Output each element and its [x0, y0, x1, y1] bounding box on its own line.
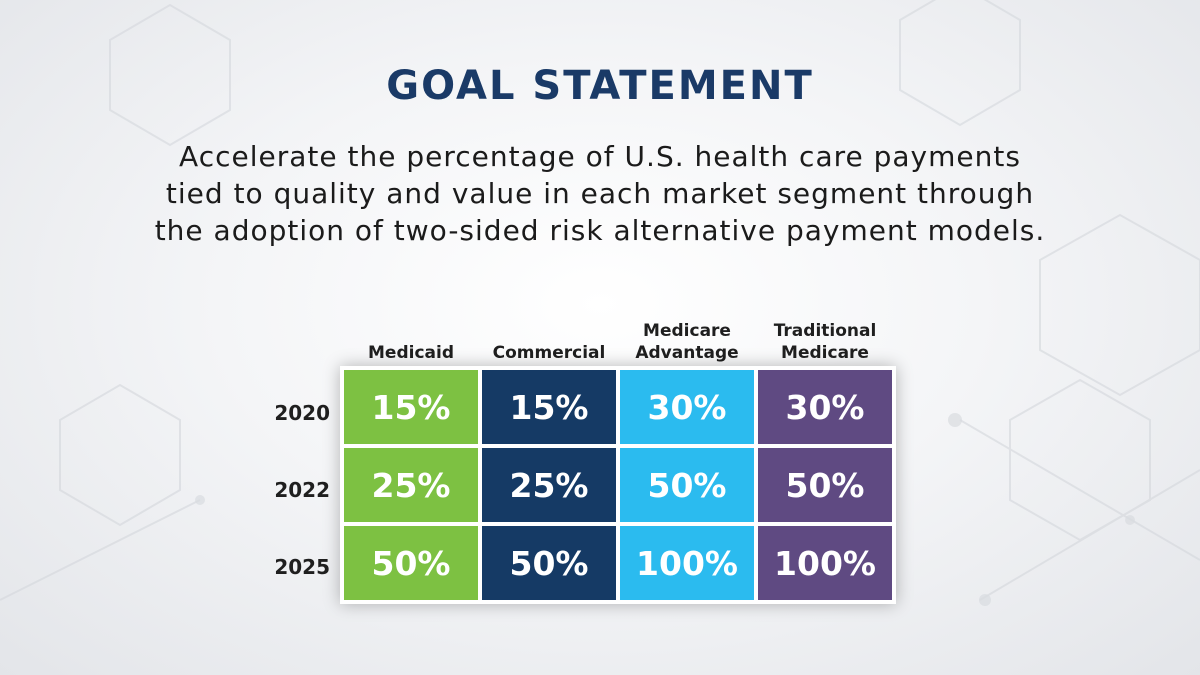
grid-cell-commercial: 15%	[482, 370, 616, 444]
grid-cell-medicare-advantage: 30%	[620, 370, 754, 444]
row-label-year: 2020	[274, 401, 330, 425]
grid-cell-traditional-medicare: 50%	[758, 448, 892, 522]
page-title: GOAL STATEMENT	[386, 63, 814, 109]
row-label-year: 2025	[274, 555, 330, 579]
column-header-traditional-medicare: Traditional Medicare	[755, 320, 895, 364]
column-header-line1: Traditional	[773, 321, 877, 341]
grid-cell-medicaid: 15%	[344, 370, 478, 444]
column-header-line2: Commercial	[492, 343, 606, 363]
column-header-line1	[341, 320, 481, 342]
grid-cell-medicaid: 25%	[344, 448, 478, 522]
column-header-line2: Medicare	[781, 343, 869, 363]
goal-statement-text: Accelerate the percentage of U.S. health…	[154, 140, 1046, 247]
column-header-medicaid: Medicaid	[341, 320, 481, 364]
payment-goals-grid: 15% 15% 30% 30% 25% 25% 50% 50% 50% 50% …	[340, 366, 896, 604]
grid-cell-commercial: 25%	[482, 448, 616, 522]
column-header-line2: Medicaid	[368, 343, 454, 363]
grid-cell-commercial: 50%	[482, 526, 616, 600]
grid-cell-medicare-advantage: 50%	[620, 448, 754, 522]
column-header-medicare-advantage: Medicare Advantage	[617, 320, 757, 364]
column-header-line1: Medicare	[643, 321, 731, 341]
column-header-commercial: Commercial	[479, 320, 619, 364]
grid-cell-medicaid: 50%	[344, 526, 478, 600]
column-header-line1	[479, 320, 619, 342]
column-header-line2: Advantage	[635, 343, 739, 363]
grid-cell-traditional-medicare: 30%	[758, 370, 892, 444]
grid-cell-traditional-medicare: 100%	[758, 526, 892, 600]
row-label-year: 2022	[274, 478, 330, 502]
grid-cell-medicare-advantage: 100%	[620, 526, 754, 600]
